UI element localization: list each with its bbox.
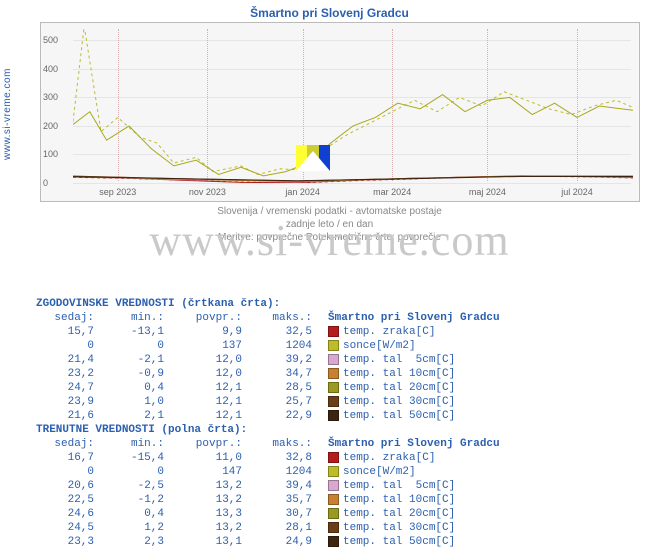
legend-label: temp. tal 50cm[C]: [343, 409, 455, 423]
x-tick-label: sep 2023: [99, 187, 136, 197]
table-row: 24,70,412,128,5temp. tal 20cm[C]: [36, 381, 645, 395]
legend-label: temp. tal 5cm[C]: [343, 479, 455, 493]
table-row: 15,7-13,19,932,5temp. zraka[C]: [36, 325, 645, 339]
table-row: 20,6-2,513,239,4temp. tal 5cm[C]: [36, 479, 645, 493]
legend-label: temp. tal 10cm[C]: [343, 493, 455, 507]
subtitle-1: Slovenija / vremenski podatki - avtomats…: [0, 206, 659, 217]
legend-label: temp. tal 30cm[C]: [343, 395, 455, 409]
table-row: 24,60,413,330,7temp. tal 20cm[C]: [36, 507, 645, 521]
legend-swatch: [328, 480, 339, 491]
legend-swatch: [328, 396, 339, 407]
table-row: 24,51,213,228,1temp. tal 30cm[C]: [36, 521, 645, 535]
legend-label: sonce[W/m2]: [343, 465, 416, 479]
legend-swatch: [328, 522, 339, 533]
table-row: 16,7-15,411,032,8temp. zraka[C]: [36, 451, 645, 465]
gridline: [73, 183, 631, 184]
x-tick-label: maj 2024: [469, 187, 506, 197]
y-tick-label: 100: [43, 149, 58, 159]
plot-area: [73, 29, 631, 181]
legend-swatch: [328, 340, 339, 351]
legend-swatch: [328, 508, 339, 519]
legend-label: temp. tal 5cm[C]: [343, 353, 455, 367]
table-row: 22,5-1,213,235,7temp. tal 10cm[C]: [36, 493, 645, 507]
legend-swatch: [328, 410, 339, 421]
legend-label: temp. tal 50cm[C]: [343, 535, 455, 549]
subtitle-3: Meritve: povprečne Potek metrične črte: …: [0, 232, 659, 243]
table-row: 23,91,012,125,7temp. tal 30cm[C]: [36, 395, 645, 409]
site-link-vertical[interactable]: www.si-vreme.com: [2, 68, 13, 160]
legend-swatch: [328, 466, 339, 477]
legend-label: temp. tal 10cm[C]: [343, 367, 455, 381]
legend-swatch: [328, 326, 339, 337]
table-row: 21,4-2,112,039,2temp. tal 5cm[C]: [36, 353, 645, 367]
y-tick-label: 0: [43, 178, 48, 188]
x-tick-label: jul 2024: [561, 187, 593, 197]
table-row: 23,32,313,124,9temp. tal 50cm[C]: [36, 535, 645, 549]
subtitle-2: zadnje leto / en dan: [0, 219, 659, 230]
table-row: 23,2-0,912,034,7temp. tal 10cm[C]: [36, 367, 645, 381]
legend-label: temp. zraka[C]: [343, 451, 435, 465]
table-row: 001471204sonce[W/m2]: [36, 465, 645, 479]
series-svg: [73, 29, 633, 183]
x-tick-label: nov 2023: [189, 187, 226, 197]
legend-label: sonce[W/m2]: [343, 339, 416, 353]
legend-swatch: [328, 368, 339, 379]
legend-label: temp. zraka[C]: [343, 325, 435, 339]
series-tal50_curr: [73, 176, 633, 180]
flag-icon: [296, 145, 330, 171]
series-sonce_curr: [73, 95, 633, 176]
column-headers: sedaj:min.:povpr.:maks.:Šmartno pri Slov…: [36, 437, 645, 451]
y-tick-label: 300: [43, 92, 58, 102]
legend-swatch: [328, 382, 339, 393]
weather-chart: 0 100 200 300 400 500 sep 2023 nov 2023 jan 2024…: [40, 22, 640, 202]
table-row: 001371204sonce[W/m2]: [36, 339, 645, 353]
legend-swatch: [328, 354, 339, 365]
section-title-current: TRENUTNE VREDNOSTI (polna črta):: [36, 423, 645, 437]
legend-label: temp. tal 30cm[C]: [343, 521, 455, 535]
column-headers: sedaj:min.:povpr.:maks.:Šmartno pri Slov…: [36, 311, 645, 325]
x-tick-label: jan 2024: [285, 187, 320, 197]
chart-title: Šmartno pri Slovenj Gradcu: [0, 6, 659, 20]
legend-swatch: [328, 452, 339, 463]
y-tick-label: 200: [43, 121, 58, 131]
data-tables: ZGODOVINSKE VREDNOSTI (črtkana črta):sed…: [36, 297, 645, 549]
table-row: 21,62,112,122,9temp. tal 50cm[C]: [36, 409, 645, 423]
legend-swatch: [328, 494, 339, 505]
y-tick-label: 500: [43, 35, 58, 45]
y-tick-label: 400: [43, 64, 58, 74]
section-title-historic: ZGODOVINSKE VREDNOSTI (črtkana črta):: [36, 297, 645, 311]
legend-label: temp. tal 20cm[C]: [343, 381, 455, 395]
x-tick-label: mar 2024: [373, 187, 411, 197]
legend-label: temp. tal 20cm[C]: [343, 507, 455, 521]
